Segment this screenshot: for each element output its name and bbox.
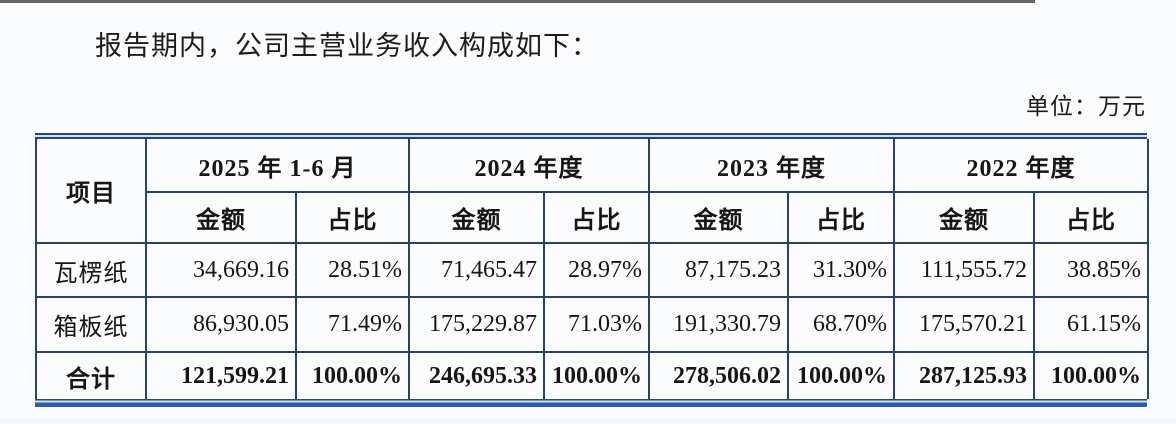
- ratio-cell: 31.30%: [787, 242, 895, 298]
- row-label: 瓦楞纸: [35, 242, 147, 298]
- intro-text: 报告期内，公司主营业务收入构成如下：: [95, 31, 599, 61]
- amount-cell: 87,175.23: [648, 242, 789, 298]
- unit-label: 单位：万元: [1026, 94, 1146, 119]
- amount-cell: 121,599.21: [145, 351, 297, 399]
- ratio-cell: 71.49%: [295, 296, 410, 353]
- amount-header: 金额: [893, 191, 1035, 244]
- revenue-table: 项目 2025 年 1-6 月 2024 年度 2023 年度 2022 年度 …: [35, 139, 1149, 399]
- amount-cell: 287,125.93: [893, 351, 1035, 399]
- table-row-containerboard: 箱板纸 86,930.05 71.49% 175,229.87 71.03% 1…: [35, 296, 1149, 353]
- ratio-cell: 100.00%: [787, 351, 895, 399]
- amount-header: 金额: [145, 191, 297, 244]
- ratio-cell: 68.70%: [787, 296, 895, 353]
- amount-cell: 175,570.21: [893, 296, 1035, 353]
- amount-header: 金额: [408, 191, 545, 244]
- ratio-cell: 38.85%: [1033, 242, 1149, 298]
- ratio-cell: 71.03%: [543, 296, 650, 353]
- ratio-cell: 100.00%: [295, 351, 410, 399]
- row-label: 箱板纸: [35, 296, 147, 353]
- period-header-2022: 2022 年度: [893, 139, 1149, 193]
- table-row-corrugated-paper: 瓦楞纸 34,669.16 28.51% 71,465.47 28.97% 87…: [35, 242, 1149, 298]
- amount-cell: 86,930.05: [145, 296, 297, 353]
- ratio-cell: 28.97%: [543, 242, 650, 298]
- ratio-header: 占比: [295, 191, 410, 244]
- amount-cell: 191,330.79: [648, 296, 789, 353]
- header-row-periods: 项目 2025 年 1-6 月 2024 年度 2023 年度 2022 年度: [35, 139, 1149, 244]
- revenue-table-container: 项目 2025 年 1-6 月 2024 年度 2023 年度 2022 年度 …: [35, 133, 1149, 407]
- ratio-header: 占比: [543, 191, 650, 244]
- ratio-header: 占比: [787, 191, 895, 244]
- ratio-cell: 28.51%: [295, 242, 410, 298]
- amount-cell: 111,555.72: [893, 242, 1035, 298]
- table-top-rule: [35, 133, 1147, 139]
- amount-header: 金额: [648, 191, 789, 244]
- bottom-edge-tint: [0, 418, 1176, 424]
- ratio-cell: 61.15%: [1033, 296, 1149, 353]
- amount-cell: 34,669.16: [145, 242, 297, 298]
- header-row-subcolumns: 金额 占比 金额 占比 金额 占比 金额 占比: [36, 191, 1149, 244]
- period-header-2025: 2025 年 1-6 月: [145, 139, 410, 193]
- ratio-cell: 100.00%: [543, 351, 650, 399]
- amount-cell: 175,229.87: [408, 296, 545, 353]
- period-header-2023: 2023 年度: [648, 139, 895, 193]
- amount-cell: 278,506.02: [648, 351, 789, 399]
- amount-cell: 71,465.47: [408, 242, 545, 298]
- screen-edge-artifact: [0, 0, 1035, 3]
- period-header-2024: 2024 年度: [408, 139, 650, 193]
- table-bottom-rule: [35, 399, 1147, 407]
- amount-cell: 246,695.33: [408, 351, 545, 399]
- ratio-cell: 100.00%: [1033, 351, 1149, 399]
- item-header: 项目: [35, 139, 147, 244]
- total-label: 合计: [35, 351, 147, 399]
- ratio-header: 占比: [1033, 191, 1149, 244]
- table-row-total: 合计 121,599.21 100.00% 246,695.33 100.00%…: [35, 351, 1149, 399]
